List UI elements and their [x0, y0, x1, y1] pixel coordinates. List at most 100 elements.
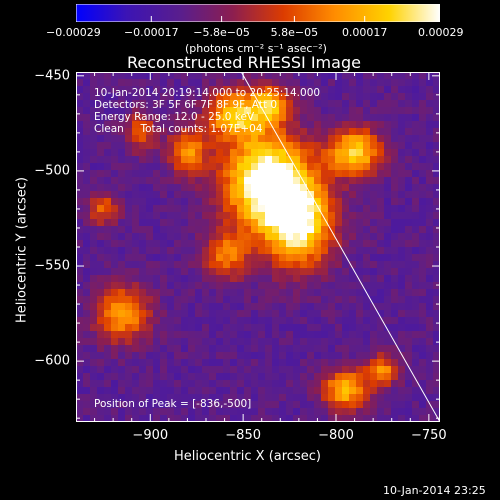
heatmap-cell: [342, 303, 350, 311]
heatmap-cell: [293, 198, 301, 206]
heatmap-cell: [125, 415, 133, 422]
heatmap-cell: [146, 156, 154, 164]
heatmap-cell: [118, 394, 126, 402]
heatmap-cell: [188, 345, 196, 353]
heatmap-cell: [293, 366, 301, 374]
heatmap-cell: [118, 149, 126, 157]
heatmap-cell: [160, 184, 168, 192]
heatmap-cell: [370, 289, 378, 297]
heatmap-cell: [293, 401, 301, 409]
heatmap-cell: [153, 163, 161, 171]
heatmap-cell: [293, 226, 301, 234]
heatmap-cell: [97, 415, 105, 422]
heatmap-cell: [244, 303, 252, 311]
heatmap-cell: [356, 142, 364, 150]
heatmap-cell: [335, 373, 343, 381]
heatmap-cell: [188, 212, 196, 220]
heatmap-cell: [195, 247, 203, 255]
heatmap-cell: [391, 415, 399, 422]
heatmap-cell: [139, 100, 147, 108]
heatmap-cell: [104, 198, 112, 206]
heatmap-cell: [412, 331, 420, 339]
heatmap-cell: [83, 415, 91, 422]
heatmap-cell: [279, 401, 287, 409]
heatmap-cell: [160, 142, 168, 150]
heatmap-cell: [426, 394, 434, 402]
heatmap-cell: [90, 79, 98, 87]
heatmap-cell: [314, 149, 322, 157]
heatmap-cell: [377, 149, 385, 157]
heatmap-cell: [181, 107, 189, 115]
heatmap-cell: [125, 317, 133, 325]
heatmap-cell: [111, 359, 119, 367]
heatmap-cell: [118, 205, 126, 213]
heatmap-cell: [293, 156, 301, 164]
heatmap-cell: [391, 163, 399, 171]
heatmap-cell: [251, 170, 259, 178]
heatmap-cell: [181, 93, 189, 101]
heatmap-cell: [377, 86, 385, 94]
heatmap-cell: [328, 296, 336, 304]
heatmap-cell: [230, 289, 238, 297]
heatmap-cell: [174, 93, 182, 101]
heatmap-cell: [251, 380, 259, 388]
heatmap-cell: [188, 310, 196, 318]
heatmap-cell: [174, 394, 182, 402]
heatmap-cell: [328, 247, 336, 255]
heatmap-cell: [370, 128, 378, 136]
heatmap-cell: [314, 184, 322, 192]
heatmap-cell: [328, 100, 336, 108]
heatmap-cell: [349, 156, 357, 164]
heatmap-cell: [244, 310, 252, 318]
heatmap-cell: [370, 247, 378, 255]
heatmap-cell: [272, 268, 280, 276]
heatmap-cell: [83, 289, 91, 297]
heatmap-cell: [398, 233, 406, 241]
heatmap-cell: [90, 338, 98, 346]
heatmap-cell: [195, 219, 203, 227]
heatmap-cell: [132, 219, 140, 227]
heatmap-cell: [377, 79, 385, 87]
heatmap-cell: [167, 289, 175, 297]
heatmap-cell: [167, 317, 175, 325]
heatmap-cell: [419, 310, 427, 318]
heatmap-cell: [314, 170, 322, 178]
heatmap-cell: [349, 373, 357, 381]
heatmap-cell: [300, 135, 308, 143]
heatmap-cell: [342, 107, 350, 115]
heatmap-cell: [377, 170, 385, 178]
heatmap-cell: [321, 296, 329, 304]
heatmap-cell: [104, 254, 112, 262]
heatmap-cell: [293, 135, 301, 143]
heatmap-cell: [111, 121, 119, 129]
heatmap-cell: [125, 121, 133, 129]
heatmap-cell: [405, 359, 413, 367]
heatmap-cell: [216, 296, 224, 304]
heatmap-cell: [90, 268, 98, 276]
heatmap-cell: [118, 156, 126, 164]
heatmap-cell: [377, 373, 385, 381]
heatmap-cell: [335, 86, 343, 94]
heatmap-cell: [265, 359, 273, 367]
heatmap-cell: [363, 359, 371, 367]
heatmap-cell: [377, 261, 385, 269]
heatmap-cell: [426, 296, 434, 304]
heatmap-cell: [209, 205, 217, 213]
heatmap-cell: [335, 366, 343, 374]
heatmap-cell: [160, 275, 168, 283]
heatmap-cell: [419, 142, 427, 150]
heatmap-cell: [342, 212, 350, 220]
heatmap-cell: [202, 254, 210, 262]
heatmap-cell: [258, 366, 266, 374]
heatmap-cell: [251, 142, 259, 150]
heatmap-cell: [377, 93, 385, 101]
heatmap-cell: [391, 317, 399, 325]
heatmap-cell: [216, 352, 224, 360]
heatmap-cell: [209, 352, 217, 360]
heatmap-cell: [132, 114, 140, 122]
heatmap-cell: [377, 331, 385, 339]
y-tick-label: −450: [34, 68, 70, 84]
heatmap-cell: [125, 212, 133, 220]
heatmap-cell: [258, 296, 266, 304]
heatmap-cell: [356, 415, 364, 422]
